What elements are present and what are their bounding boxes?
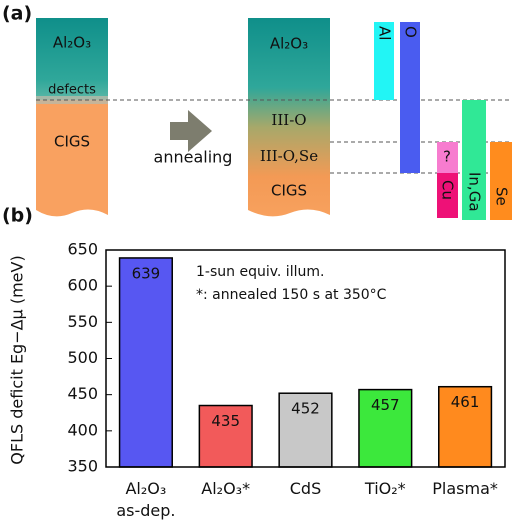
y-tick-label: 450 bbox=[67, 384, 98, 403]
x-tick-label: Al₂O₃ as-dep. bbox=[116, 479, 175, 520]
se-bar bbox=[490, 142, 512, 220]
element-label: Cu bbox=[439, 180, 457, 200]
panel-label: (b) bbox=[2, 205, 33, 227]
al2o3-layer bbox=[36, 18, 108, 100]
value-label: 452 bbox=[291, 400, 320, 418]
unknown-bar bbox=[437, 142, 458, 173]
y-tick-label: 650 bbox=[67, 240, 98, 259]
inga-bar bbox=[462, 100, 486, 220]
layer-label: III-O,Se bbox=[260, 147, 318, 165]
value-label: 461 bbox=[451, 393, 480, 411]
process-label: annealing bbox=[154, 148, 233, 167]
y-tick-label: 400 bbox=[67, 420, 98, 439]
layer-label: defects bbox=[48, 83, 96, 98]
y-tick-label: 500 bbox=[67, 348, 98, 367]
arrow bbox=[170, 110, 212, 152]
element-label: Al bbox=[376, 26, 394, 40]
x-tick-label: Plasma* bbox=[432, 479, 498, 498]
y-tick-label: 350 bbox=[67, 457, 98, 476]
layer-label: Al₂O₃ bbox=[270, 35, 308, 53]
layer-label: CIGS bbox=[271, 182, 307, 200]
element-label: In,Ga bbox=[466, 172, 484, 212]
x-tick-label: CdS bbox=[290, 479, 321, 498]
element-label: Se bbox=[493, 187, 511, 206]
cu-bar bbox=[437, 173, 458, 218]
annotation: 1-sun equiv. illum. bbox=[196, 264, 324, 280]
value-label: 639 bbox=[132, 264, 161, 282]
y-axis-label: QFLS deficit Eg−Δμ (meV) bbox=[8, 255, 27, 464]
o-bar bbox=[400, 22, 420, 173]
bar bbox=[118, 257, 173, 468]
layer-label: III-O bbox=[271, 111, 306, 129]
plot-frame bbox=[105, 249, 506, 468]
layer-label: CIGS bbox=[54, 133, 90, 151]
annotation: *: annealed 150 s at 350°C bbox=[196, 287, 387, 303]
y-tick-label: 600 bbox=[67, 276, 98, 295]
al-bar bbox=[374, 22, 394, 100]
x-tick-label: TiO₂* bbox=[364, 479, 406, 498]
annealed-stack bbox=[248, 18, 330, 217]
panel-label: (a) bbox=[2, 3, 32, 25]
layer-label: Al₂O₃ bbox=[53, 34, 91, 52]
y-tick-label: 550 bbox=[67, 312, 98, 331]
element-label: O bbox=[402, 26, 420, 38]
element-label: ? bbox=[443, 148, 451, 166]
bar bbox=[278, 392, 333, 468]
guides bbox=[36, 99, 512, 174]
value-label: 457 bbox=[371, 396, 400, 414]
x-tick-label: Al₂O₃* bbox=[201, 479, 250, 498]
value-label: 435 bbox=[211, 412, 240, 430]
cigs-layer bbox=[36, 100, 108, 217]
